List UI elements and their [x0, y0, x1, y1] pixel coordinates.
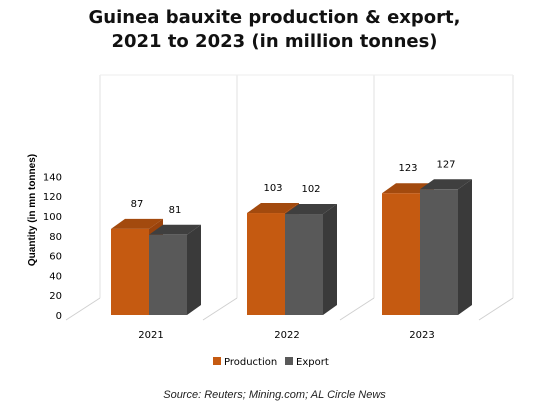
y-tick-label: 120	[43, 192, 62, 203]
data-label: 127	[436, 159, 455, 170]
chart-title-line-2: 2021 to 2023 (in million tonnes)	[111, 31, 438, 52]
bar-top-export	[149, 224, 201, 235]
bar-side-export	[323, 204, 337, 315]
floor-divider-line	[202, 297, 238, 321]
legend-label-production: Production	[224, 357, 277, 368]
bar-production	[382, 193, 420, 315]
bar-top-production	[247, 203, 299, 214]
y-axis-title: Quantity (in mn tonnes)	[27, 154, 38, 266]
legend-label-export: Export	[296, 357, 329, 368]
y-tick-label: 140	[43, 172, 62, 183]
legend-swatch-production	[213, 357, 221, 365]
data-label: 102	[301, 184, 320, 195]
bar-export	[285, 214, 323, 315]
bar-top-export	[420, 179, 472, 190]
bar-side-export	[187, 224, 201, 315]
y-tick-label: 80	[49, 232, 62, 243]
x-tick-label: 2022	[274, 330, 299, 341]
y-tick-label: 0	[56, 311, 62, 322]
y-tick-label: 100	[43, 212, 62, 223]
data-label: 81	[169, 205, 182, 216]
bar-export	[420, 189, 458, 315]
bar-side-export	[458, 179, 472, 315]
bar-export	[149, 234, 187, 315]
source-note: Source: Reuters; Mining.com; AL Circle N…	[163, 389, 386, 401]
chart-title-line-1: Guinea bauxite production & export,	[88, 7, 461, 28]
floor-divider-line	[339, 297, 375, 321]
floor-divider-line	[478, 297, 514, 321]
y-tick-label: 40	[49, 271, 62, 282]
bar-top-export	[285, 204, 337, 215]
y-tick-label: 20	[49, 291, 62, 302]
x-tick-label: 2023	[409, 330, 434, 341]
bar-production	[247, 213, 285, 315]
bar-top-production	[111, 218, 163, 229]
data-label: 103	[263, 183, 282, 194]
y-tick-label: 60	[49, 252, 62, 263]
legend-swatch-export	[285, 357, 293, 365]
x-tick-label: 2021	[138, 330, 163, 341]
data-label: 123	[398, 163, 417, 174]
floor-divider-line	[65, 297, 101, 321]
data-label: 87	[131, 199, 144, 210]
bar-production	[111, 228, 149, 315]
